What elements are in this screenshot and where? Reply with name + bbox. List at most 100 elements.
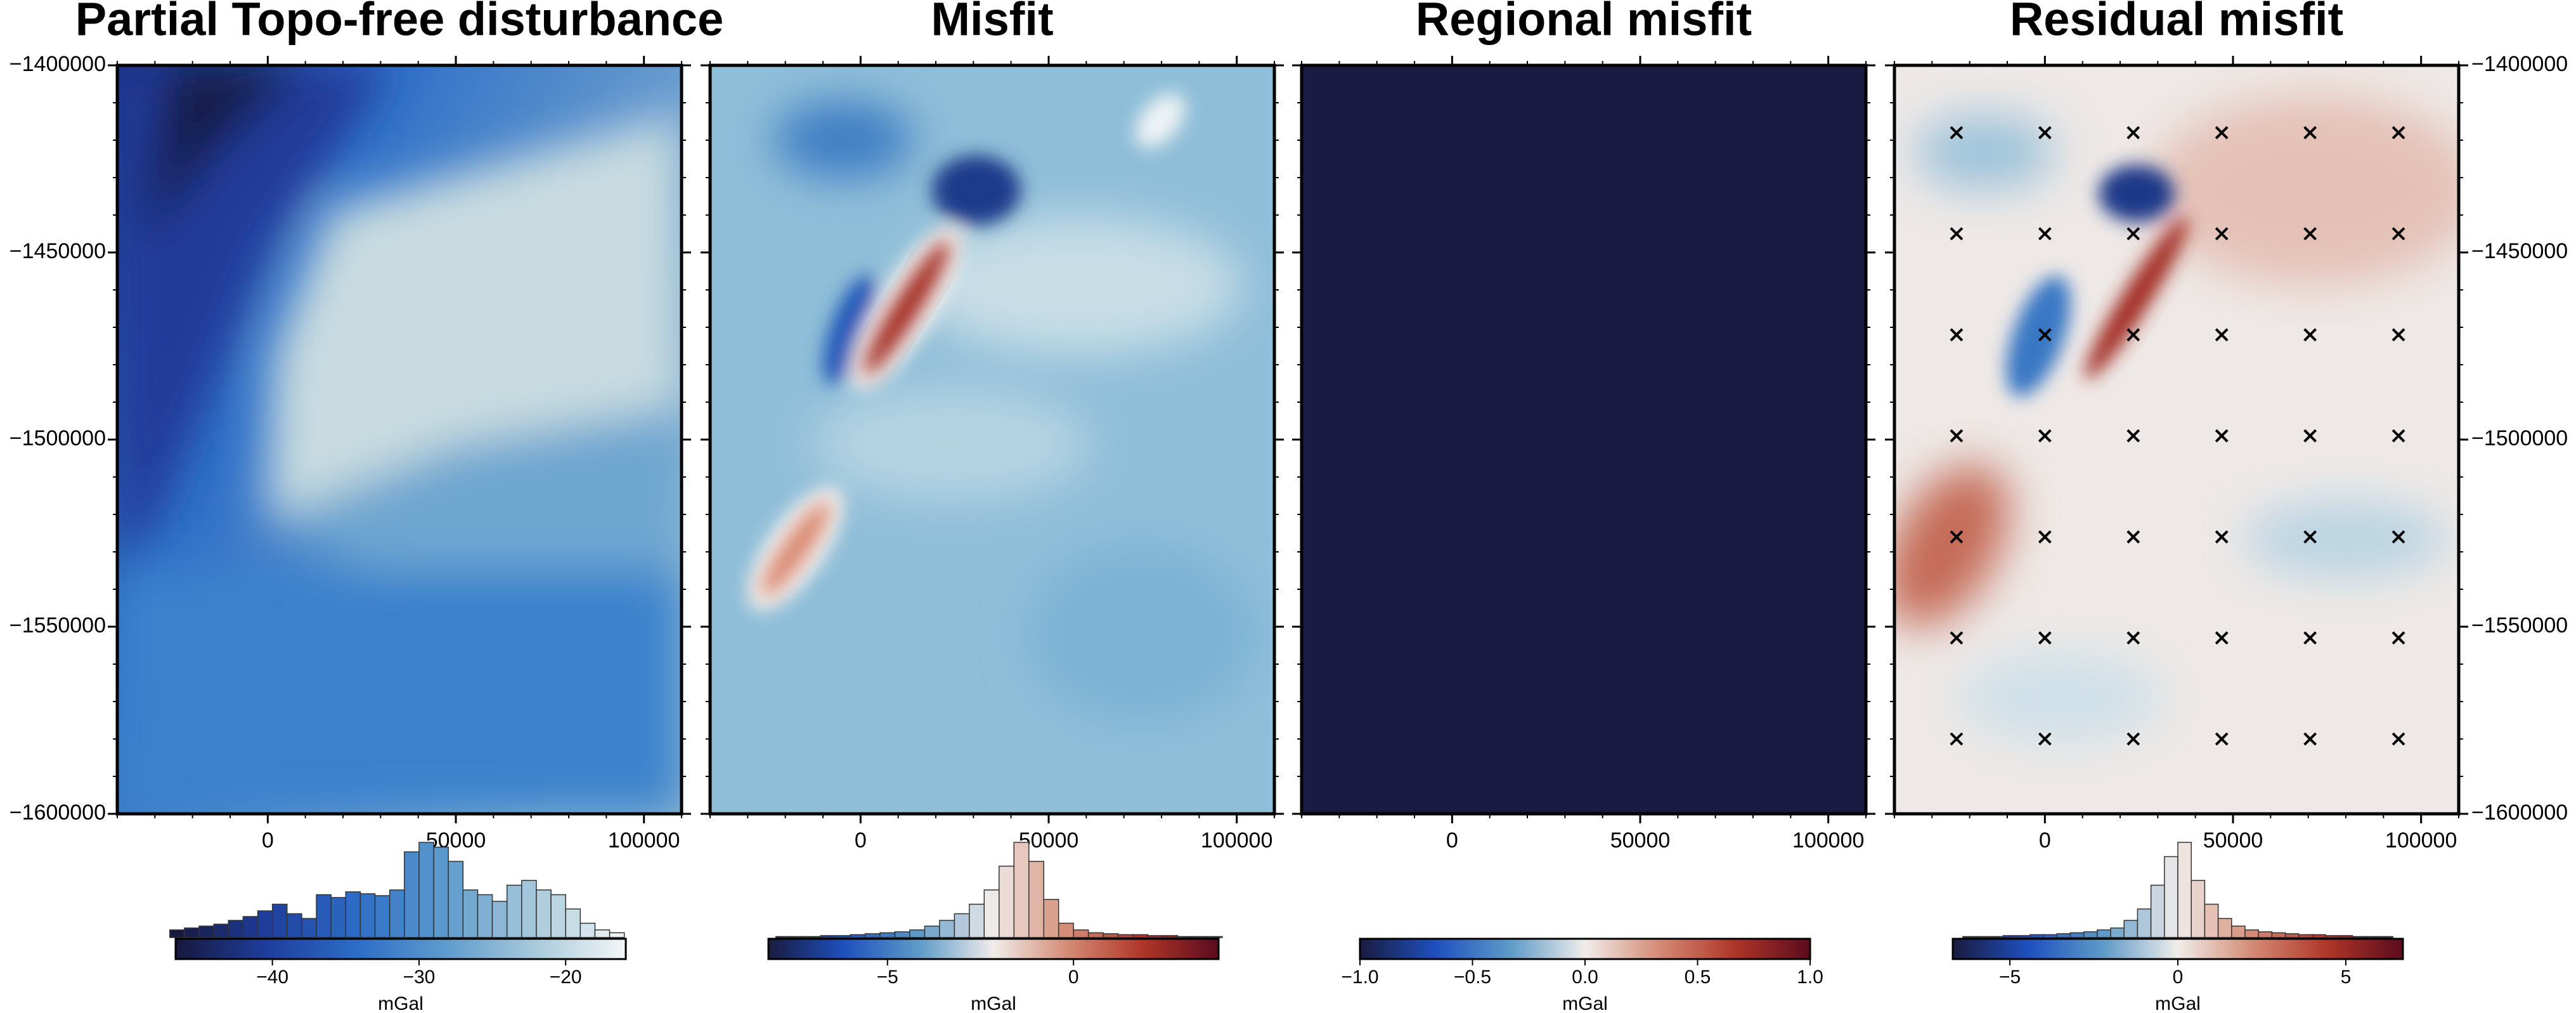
heatmap-3 <box>1302 65 1866 814</box>
colorbar-tick-label: −0.5 <box>1454 967 1491 988</box>
constraint-point <box>2303 732 2317 746</box>
constraint-point <box>2038 530 2052 544</box>
histogram-bar <box>609 932 625 938</box>
constraint-point <box>2392 530 2405 544</box>
histogram-bar <box>1103 933 1119 938</box>
constraint-point <box>2303 227 2317 240</box>
y-tick-label: −1550000 <box>2471 613 2568 637</box>
histogram-bar <box>820 935 836 938</box>
histogram-bar <box>462 889 479 938</box>
y-tick-label: −1500000 <box>10 426 106 450</box>
histogram-bar <box>2298 934 2313 938</box>
frame <box>115 63 683 816</box>
constraint-point <box>2038 429 2052 443</box>
panel-title: Partial Topo-free disturbance <box>75 0 724 46</box>
constraint-point <box>2303 631 2317 645</box>
histogram-bar <box>2217 918 2232 938</box>
histogram-bar <box>2338 935 2353 938</box>
histogram-bar <box>924 925 940 938</box>
histogram-bar <box>242 916 259 938</box>
histogram-bar <box>2016 935 2031 938</box>
histogram-bar <box>2056 933 2071 938</box>
histogram-bar <box>213 924 230 938</box>
histogram-bar <box>939 920 955 938</box>
histogram-bar <box>790 936 806 938</box>
heatmap-1 <box>117 65 682 814</box>
constraint-point <box>2126 429 2140 443</box>
histogram-bar <box>850 934 866 938</box>
colorbar-tick-label: 0 <box>2173 967 2184 988</box>
histogram-bar <box>1117 934 1134 938</box>
x-tick-label: 0 <box>262 828 274 853</box>
colorbar-label: mGal <box>1562 993 1608 1013</box>
constraint-point <box>2126 530 2140 544</box>
histogram-bar <box>894 931 910 938</box>
histogram-bar <box>1058 922 1074 938</box>
constraint-point <box>2392 429 2405 443</box>
histogram-bar <box>969 903 985 938</box>
histogram-bar <box>2204 903 2219 938</box>
x-tick-label: 50000 <box>1610 828 1671 853</box>
panel-title: Regional misfit <box>1416 0 1752 46</box>
histogram-bar <box>1976 936 1991 938</box>
histogram-bar <box>834 935 851 938</box>
constraint-point <box>1950 530 1964 544</box>
histogram-bar <box>2069 932 2085 938</box>
constraint-point <box>1950 126 1964 140</box>
x-tick-label: 100000 <box>1201 828 1272 853</box>
histogram-bar <box>330 897 347 938</box>
histogram-bar <box>805 936 821 938</box>
histogram-bar <box>1043 899 1059 938</box>
histogram-bar <box>1132 934 1149 938</box>
histogram-bar <box>316 894 332 938</box>
colorbar <box>174 938 627 960</box>
histogram-bar <box>1177 936 1193 938</box>
histogram-bar <box>287 913 302 938</box>
constraint-point <box>2303 429 2317 443</box>
histogram-bar <box>594 929 611 938</box>
histogram-bar <box>271 903 288 938</box>
x-tick-label: 50000 <box>2203 828 2263 853</box>
y-tick-label: −1600000 <box>2471 801 2568 825</box>
histogram-bar <box>2150 884 2165 938</box>
y-tick-label: −1500000 <box>2471 426 2568 450</box>
histogram-bar <box>374 895 391 938</box>
histogram-bar <box>506 884 522 938</box>
constraint-point <box>2126 126 2140 140</box>
constraint-point <box>2215 328 2229 342</box>
histogram-bar <box>1162 935 1179 938</box>
colorbar <box>767 938 1220 960</box>
constraint-point <box>2303 126 2317 140</box>
x-tick-label: 0 <box>2039 828 2051 853</box>
frame <box>1300 63 1868 816</box>
colorbar-tick-label: −1.0 <box>1341 967 1378 988</box>
colorbar-tick-label: 0 <box>1068 967 1079 988</box>
histogram-bar <box>909 929 926 938</box>
colorbar-label: mGal <box>2155 993 2201 1013</box>
colorbar <box>1951 938 2404 960</box>
histogram-bar <box>404 851 420 938</box>
colorbar-tick-label: −40 <box>256 967 288 988</box>
frame <box>708 63 1276 816</box>
constraint-point <box>2392 227 2405 240</box>
histogram-bar <box>2312 934 2326 938</box>
constraint-point <box>2392 732 2405 746</box>
constraint-point <box>2215 530 2229 544</box>
histogram-bar <box>2002 935 2017 938</box>
histogram-bar <box>198 925 214 938</box>
histogram-bar <box>536 889 552 938</box>
constraint-point <box>2303 530 2317 544</box>
colorbar-tick-label: 5 <box>2341 967 2352 988</box>
histogram-bar <box>345 891 361 938</box>
constraint-point <box>2126 227 2140 240</box>
constraint-point <box>2038 126 2052 140</box>
colorbar-label: mGal <box>378 993 424 1013</box>
histogram-bar <box>999 865 1015 938</box>
histogram-bar <box>448 861 464 938</box>
constraint-point <box>2126 328 2140 342</box>
histogram-bar <box>418 842 434 938</box>
constraint-point <box>2215 227 2229 240</box>
colorbar-label: mGal <box>971 993 1016 1013</box>
panel-title: Residual misfit <box>2010 0 2343 46</box>
